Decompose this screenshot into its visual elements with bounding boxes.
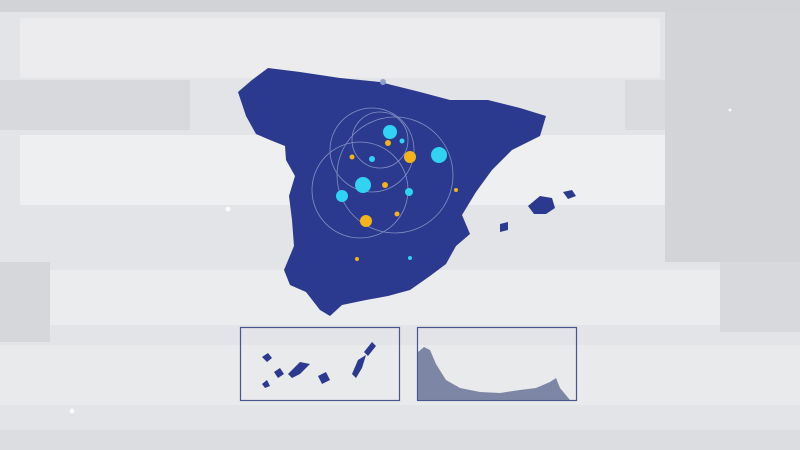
dot: [399, 138, 405, 144]
dot: [349, 154, 355, 160]
band: [665, 12, 800, 262]
ring: [329, 107, 415, 193]
band: [0, 0, 800, 12]
dot: [355, 257, 359, 261]
dot: [385, 140, 391, 146]
sparkle: [225, 206, 231, 212]
island: [352, 355, 366, 378]
island: [318, 372, 330, 384]
dot: [431, 147, 447, 163]
band: [625, 80, 665, 130]
dot: [383, 125, 397, 139]
island: [563, 190, 576, 199]
dot: [405, 188, 413, 196]
dot: [382, 182, 388, 188]
band: [720, 262, 800, 332]
island: [500, 222, 508, 232]
island: [288, 362, 310, 378]
dot: [408, 256, 412, 260]
ring: [351, 111, 409, 169]
band: [0, 430, 800, 450]
sparkle: [728, 108, 732, 112]
dot: [404, 151, 416, 163]
island: [262, 380, 270, 388]
dot: [454, 188, 458, 192]
inset-frame: [239, 326, 401, 402]
ring: [336, 116, 454, 234]
island: [364, 342, 376, 356]
canary-islands: [262, 342, 376, 388]
dot: [369, 156, 375, 162]
band: [20, 18, 660, 78]
dot: [394, 211, 400, 217]
coastline: [418, 347, 570, 400]
band: [0, 262, 50, 342]
island: [274, 368, 284, 378]
spain-map: [238, 68, 546, 316]
band: [0, 80, 190, 130]
island: [528, 196, 555, 214]
dot: [360, 215, 372, 227]
dot: [336, 190, 348, 202]
sparkle: [69, 408, 75, 414]
island: [262, 353, 272, 362]
dot: [380, 79, 386, 85]
orbit-rings: [311, 107, 454, 239]
dot: [355, 177, 371, 193]
inset-frame: [416, 326, 578, 402]
